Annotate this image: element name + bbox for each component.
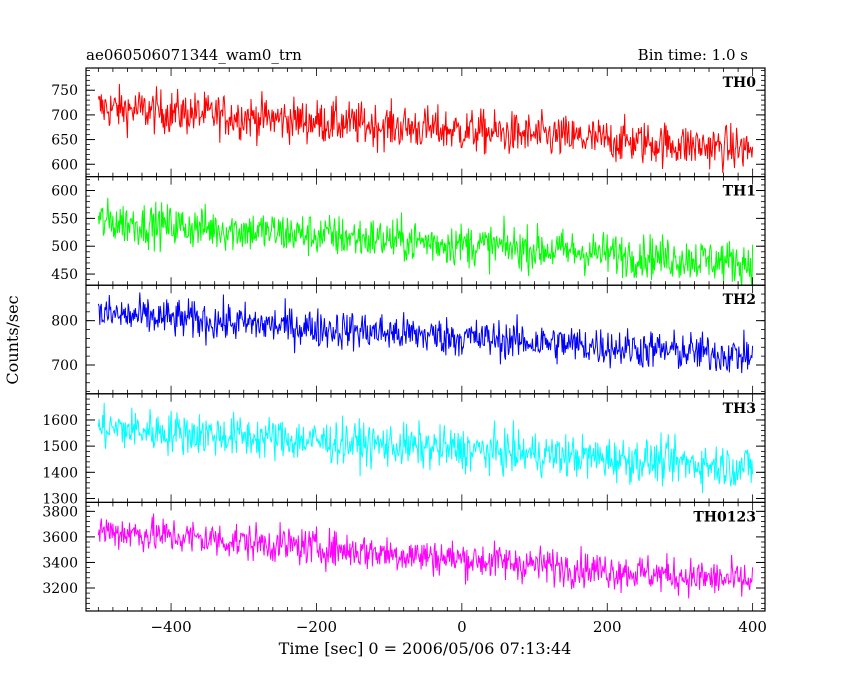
y-tick-label: 700 [51, 358, 78, 374]
y-tick-label: 700 [51, 108, 78, 124]
y-tick-label: 750 [51, 83, 78, 99]
y-tick-label: 1300 [42, 491, 78, 507]
y-tick-label: 3600 [42, 530, 78, 546]
y-axis-label: Counts/sec [3, 295, 22, 384]
panel-label-th0123: TH0123 [693, 509, 756, 525]
y-tick-label: 550 [51, 211, 78, 227]
y-tick-label: 600 [51, 184, 78, 200]
chart-title: ae060506071344_wam0_trn [86, 46, 302, 64]
y-tick-label: 650 [51, 133, 78, 149]
series-th0123 [97, 513, 754, 599]
x-tick-label: 200 [593, 618, 622, 636]
x-tick-label: −200 [296, 618, 337, 636]
panel-th1: 450 500 550 600 TH1 [51, 176, 766, 286]
x-tick-label: 400 [738, 618, 767, 636]
y-tick-label: 1400 [42, 465, 78, 481]
y-tick-label: 800 [51, 314, 78, 330]
panel-label-th3: TH3 [723, 401, 756, 417]
y-tick-label: 3200 [42, 581, 78, 597]
y-tick-label: 500 [51, 239, 78, 255]
series-th0 [97, 83, 754, 174]
panel-label-th0: TH0 [723, 75, 757, 91]
panel-th3: 1300 1400 1500 1600 TH3 [42, 393, 766, 507]
panel-frame [85, 501, 766, 612]
x-tick-label: 0 [457, 618, 467, 636]
y-tick-label: 1600 [42, 413, 78, 429]
x-axis: −400 −200 0 200 400 [150, 618, 767, 636]
series-th3 [97, 402, 754, 494]
panel-th0123: 3200 3400 3600 3800 TH0123 [42, 501, 766, 612]
y-tick-label: 450 [51, 267, 78, 283]
y-tick-label: 1500 [42, 439, 78, 455]
bin-time-label: Bin time: 1.0 s [638, 46, 748, 64]
y-tick-label: 3400 [42, 555, 78, 571]
x-tick-label: −400 [150, 618, 191, 636]
panel-th2: 700 800 TH2 [51, 284, 766, 395]
y-tick-label: 600 [51, 157, 78, 173]
panel-label-th1: TH1 [723, 184, 756, 200]
y-tick-label: 3800 [42, 504, 78, 520]
panel-label-th2: TH2 [723, 292, 756, 308]
panels-group: 600 650 700 750 TH0 450 500 550 600 TH1 700 800 TH2 1… [42, 67, 766, 612]
x-axis-label: Time [sec] 0 = 2006/05/06 07:13:44 [279, 639, 572, 658]
series-th1 [97, 197, 754, 286]
series-th2 [97, 292, 754, 374]
panel-frame [85, 176, 766, 286]
panel-th0: 600 650 700 750 TH0 [51, 67, 766, 178]
